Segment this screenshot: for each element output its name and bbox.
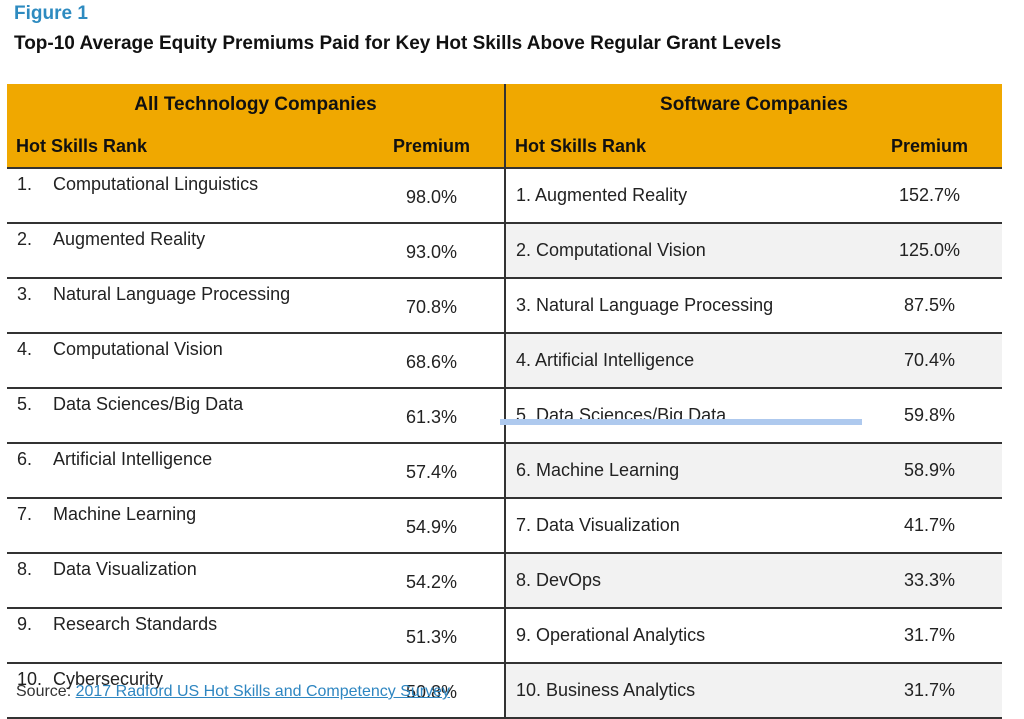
left-rank-number: 10. — [17, 669, 43, 689]
left-premium-cell: 54.9% — [359, 498, 506, 554]
source-note: Source: 2017 Radford US Hot Skills and C… — [16, 683, 450, 701]
table-row: 3. Natural Language Processing 70.8% 3. Nat… — [7, 278, 1002, 334]
right-skill-cell: 8. DevOps — [505, 553, 857, 609]
right-skill-cell: 7. Data Visualization — [505, 498, 857, 554]
col-header-right-rank: Hot Skills Rank — [505, 125, 857, 169]
left-premium-cell: 93.0% — [359, 223, 506, 279]
right-premium-cell: 70.4% — [857, 333, 1002, 389]
left-rank-number: 7. — [17, 504, 33, 524]
right-premium-cell: 125.0% — [857, 223, 1002, 279]
left-skill-name: Cybersecurity — [53, 669, 164, 689]
left-skill-cell: 8. Data Visualization — [7, 553, 359, 609]
table-row: 4. Computational Vision 68.6% 4. Artificial… — [7, 333, 1002, 389]
table-row: 2. Augmented Reality 93.0% 2. Computational… — [7, 223, 1002, 279]
left-skill-cell: 6. Artificial Intelligence — [7, 443, 359, 499]
table-row: 9. Research Standards 51.3% 9. Operational … — [7, 608, 1002, 664]
left-skill-name: Natural Language Processing — [53, 284, 291, 304]
left-skill-name: Data Visualization — [53, 559, 197, 579]
left-rank-number: 1. — [17, 174, 33, 194]
left-rank-number: 3. — [17, 284, 33, 304]
table-row: 10. Cybersecurity 50.8% 10. Business Analyt… — [7, 663, 1002, 719]
right-premium-cell: 33.3% — [857, 553, 1002, 609]
column-header-row: Hot Skills Rank Premium Hot Skills Rank … — [7, 125, 1002, 169]
left-skill-name: Artificial Intelligence — [53, 449, 213, 469]
left-skill-name: Computational Linguistics — [53, 174, 259, 194]
table-row: 6. Artificial Intelligence 57.4% 6. Machine… — [7, 443, 1002, 499]
left-skill-cell: 7. Machine Learning — [7, 498, 359, 554]
table-row: 8. Data Visualization 54.2% 8. DevOps 33.3% — [7, 553, 1002, 609]
col-header-left-premium: Premium — [359, 125, 506, 169]
figure-label: Figure 1 — [14, 3, 88, 24]
right-premium-cell: 41.7% — [857, 498, 1002, 554]
left-premium-cell: 50.8% — [359, 663, 506, 719]
left-skill-cell: 5. Data Sciences/Big Data — [7, 388, 359, 444]
left-rank-number: 4. — [17, 339, 33, 359]
left-skill-name: Machine Learning — [53, 504, 197, 524]
col-header-right-premium: Premium — [857, 125, 1002, 169]
left-premium-cell: 54.2% — [359, 553, 506, 609]
left-premium-cell: 70.8% — [359, 278, 506, 334]
group-header-software: Software Companies — [505, 84, 1002, 125]
right-skill-cell: 9. Operational Analytics — [505, 608, 857, 664]
left-skill-cell: 4. Computational Vision — [7, 333, 359, 389]
left-skill-cell: 9. Research Standards — [7, 608, 359, 664]
group-header-all-tech: All Technology Companies — [7, 84, 506, 125]
table-row: 7. Machine Learning 54.9% 7. Data Visualiza… — [7, 498, 1002, 554]
table-row: 1. Computational Linguistics 98.0% 1. Augme… — [7, 168, 1002, 224]
left-premium-cell: 61.3% — [359, 388, 506, 444]
left-skill-name: Augmented Reality — [53, 229, 206, 249]
left-skill-cell: 1. Computational Linguistics — [7, 168, 359, 224]
left-skill-name: Research Standards — [53, 614, 218, 634]
right-premium-cell: 152.7% — [857, 168, 1002, 224]
right-skill-cell: 5. Data Sciences/Big Data — [505, 388, 857, 444]
left-skill-cell: 2. Augmented Reality — [7, 223, 359, 279]
col-header-left-rank: Hot Skills Rank — [7, 125, 359, 169]
right-premium-cell: 31.7% — [857, 608, 1002, 664]
left-premium-cell: 57.4% — [359, 443, 506, 499]
right-skill-cell: 1. Augmented Reality — [505, 168, 857, 224]
right-premium-cell: 87.5% — [857, 278, 1002, 334]
right-skill-cell: 10. Business Analytics — [505, 663, 857, 719]
left-premium-cell: 98.0% — [359, 168, 506, 224]
source-label: Source: — [16, 683, 76, 700]
highlight-bar — [500, 419, 862, 425]
left-rank-number: 8. — [17, 559, 33, 579]
left-skill-name: Data Sciences/Big Data — [53, 394, 244, 414]
table-row: 5. Data Sciences/Big Data 61.3% 5. Data Sci… — [7, 388, 1002, 444]
left-skill-name: Computational Vision — [53, 339, 223, 359]
right-premium-cell: 31.7% — [857, 663, 1002, 719]
right-skill-cell: 6. Machine Learning — [505, 443, 857, 499]
left-rank-number: 2. — [17, 229, 33, 249]
right-skill-cell: 2. Computational Vision — [505, 223, 857, 279]
right-skill-cell: 4. Artificial Intelligence — [505, 333, 857, 389]
premiums-table: All Technology Companies Software Compan… — [7, 84, 1002, 719]
left-premium-cell: 68.6% — [359, 333, 506, 389]
source-link[interactable]: 2017 Radford US Hot Skills and Competenc… — [75, 683, 450, 700]
figure-title: Top-10 Average Equity Premiums Paid for … — [14, 33, 782, 54]
left-premium-cell: 51.3% — [359, 608, 506, 664]
right-skill-cell: 3. Natural Language Processing — [505, 278, 857, 334]
right-premium-cell: 58.9% — [857, 443, 1002, 499]
left-skill-cell: 3. Natural Language Processing — [7, 278, 359, 334]
group-header-row: All Technology Companies Software Compan… — [7, 84, 1002, 125]
right-premium-cell: 59.8% — [857, 388, 1002, 444]
left-rank-number: 5. — [17, 394, 33, 414]
left-skill-cell: 10. Cybersecurity — [7, 663, 359, 719]
left-rank-number: 9. — [17, 614, 33, 634]
left-rank-number: 6. — [17, 449, 33, 469]
